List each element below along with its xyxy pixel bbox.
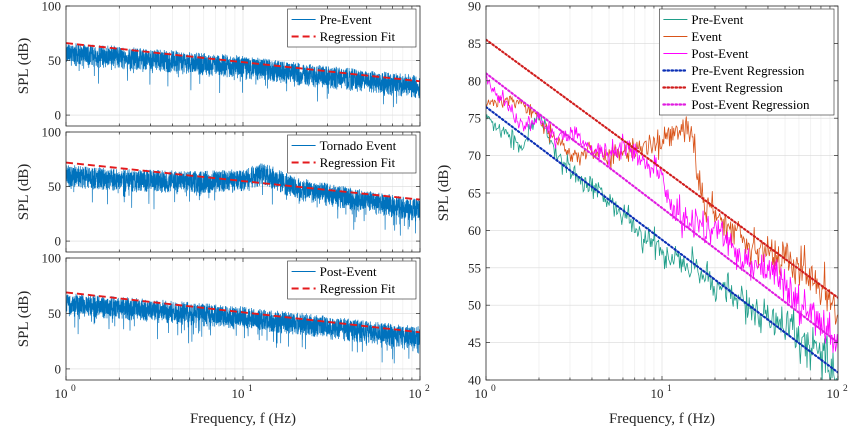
series-group bbox=[66, 291, 420, 364]
series-post-event-regression bbox=[486, 72, 838, 344]
legend-label: Pre-Event Regression bbox=[691, 63, 805, 78]
y-ticks bbox=[66, 131, 420, 242]
x-tick-label: 10 bbox=[409, 386, 422, 401]
series-tornado-event bbox=[66, 163, 420, 236]
y-axis-label: SPL (dB) bbox=[436, 165, 452, 222]
legend-box bbox=[659, 8, 835, 116]
y-tick-label: 85 bbox=[468, 36, 481, 51]
y-tick-label: 100 bbox=[42, 125, 62, 140]
legend-label: Post-Event Regression bbox=[691, 97, 810, 112]
legend-label: Event Regression bbox=[691, 80, 783, 95]
y-axis-label: SPL (dB) bbox=[16, 38, 32, 95]
legend-label: Post-Event bbox=[691, 46, 748, 61]
x-tick-label: 10 bbox=[232, 386, 245, 401]
series-regression-fit bbox=[66, 161, 420, 201]
series-event-regression bbox=[486, 38, 838, 299]
x-tick-label: 10 bbox=[475, 386, 488, 401]
y-tick-label: 100 bbox=[42, 0, 62, 14]
series-group bbox=[66, 161, 420, 236]
panel-left-middle: 0 50 100 SPL (dB) Tornado Event Regression Fi… bbox=[16, 125, 421, 253]
legend-label: Tornado Event bbox=[320, 138, 397, 153]
x-tick-label-exponent: 1 bbox=[667, 384, 672, 394]
x-ticks bbox=[65, 6, 421, 126]
panel-left-top: 0 50 100 SPL (dB) Pre-Event Regression Fit bbox=[16, 0, 421, 127]
x-tick-label-exponent: 0 bbox=[71, 384, 76, 394]
legend-label: Event bbox=[691, 29, 722, 44]
legend-label: Regression Fit bbox=[320, 155, 396, 170]
y-tick-label: 50 bbox=[468, 298, 481, 313]
legend: Pre-Event Regression Fit bbox=[287, 8, 417, 48]
x-tick-label: 10 bbox=[55, 386, 68, 401]
grid bbox=[66, 6, 420, 126]
y-tick-label: 40 bbox=[468, 373, 481, 388]
legend-label: Pre-Event bbox=[320, 12, 372, 27]
legend-label: Regression Fit bbox=[320, 281, 396, 296]
y-tick-label: 0 bbox=[55, 234, 62, 249]
series-regression-fit bbox=[66, 42, 420, 83]
legend-label: Regression Fit bbox=[320, 29, 396, 44]
legend-label: Pre-Event bbox=[691, 12, 743, 27]
x-ticks bbox=[485, 6, 839, 380]
y-tick-label: 50 bbox=[48, 53, 61, 68]
y-tick-label: 50 bbox=[48, 306, 61, 321]
y-tick-label: 75 bbox=[468, 111, 481, 126]
legend-label: Post-Event bbox=[320, 264, 377, 279]
series-group bbox=[66, 42, 420, 108]
x-tick-label: 10 bbox=[827, 386, 840, 401]
x-axis-label: Frequency, f (Hz) bbox=[190, 411, 296, 427]
x-tick-label: 10 bbox=[651, 386, 664, 401]
series-pre-event bbox=[486, 110, 838, 380]
legend: Pre-Event Event Post-Event Pre-Event Regres… bbox=[659, 8, 835, 116]
x-tick-label-exponent: 1 bbox=[248, 384, 253, 394]
series-post-event bbox=[66, 293, 420, 364]
series-pre-event-regression bbox=[486, 105, 838, 374]
series-regression-fit bbox=[66, 291, 420, 334]
y-ticks bbox=[486, 5, 838, 381]
y-tick-label: 70 bbox=[468, 148, 481, 163]
y-tick-label: 90 bbox=[468, 0, 481, 14]
x-tick-label-exponent: 2 bbox=[843, 384, 848, 394]
x-tick-label-exponent: 0 bbox=[491, 384, 496, 394]
legend-box bbox=[287, 8, 417, 48]
y-tick-label: 50 bbox=[48, 179, 61, 194]
y-axis-label: SPL (dB) bbox=[16, 291, 32, 348]
y-tick-label: 55 bbox=[468, 260, 481, 275]
legend: Tornado Event Regression Fit bbox=[287, 134, 417, 174]
y-ticks bbox=[66, 5, 420, 116]
y-ticks bbox=[66, 257, 420, 370]
series-group bbox=[486, 38, 838, 380]
legend-box bbox=[287, 134, 417, 174]
series-pre-event bbox=[66, 43, 420, 108]
y-axis-label: SPL (dB) bbox=[16, 164, 32, 221]
y-tick-label: 0 bbox=[55, 108, 62, 123]
y-tick-label: 80 bbox=[468, 73, 481, 88]
x-axis-label: Frequency, f (Hz) bbox=[609, 411, 715, 427]
legend: Post-Event Regression Fit bbox=[287, 260, 417, 300]
x-ticks bbox=[65, 258, 421, 380]
x-tick-label-exponent: 2 bbox=[425, 384, 430, 394]
series-post-event bbox=[486, 74, 838, 353]
legend-box bbox=[287, 260, 417, 300]
y-tick-label: 100 bbox=[42, 251, 62, 266]
y-tick-label: 60 bbox=[468, 223, 481, 238]
x-ticks bbox=[65, 132, 421, 252]
y-tick-label: 45 bbox=[468, 335, 481, 350]
y-tick-label: 0 bbox=[55, 361, 62, 376]
y-tick-label: 65 bbox=[468, 186, 481, 201]
